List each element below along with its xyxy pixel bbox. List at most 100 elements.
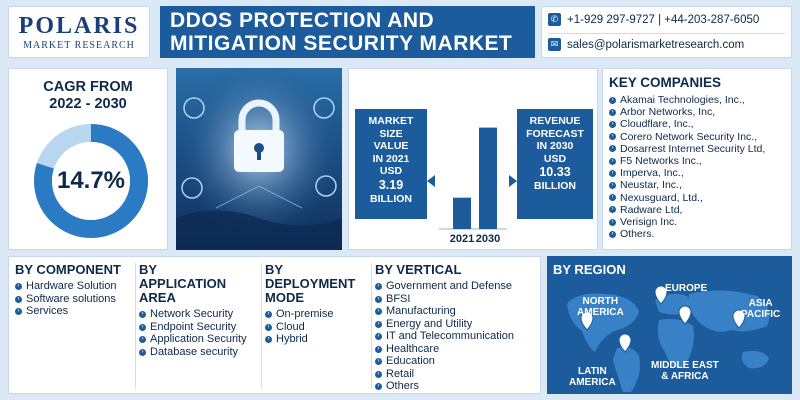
segment-item-text: Retail: [386, 367, 415, 380]
segment-item: › BFSI: [375, 293, 539, 306]
forecast-value: 10.33: [539, 165, 571, 179]
region-title: BY REGION: [553, 262, 626, 277]
europe-pin-icon: [654, 285, 668, 305]
company-item-text: Dosarrest Internet Security Ltd,: [620, 142, 766, 155]
region-north-america-line2: AMERICA: [577, 307, 624, 318]
company-item: › Dosarrest Internet Security Ltd,: [609, 143, 791, 155]
company-item: › Cloudflare, Inc.,: [609, 118, 791, 130]
page-title: DDOS PROTECTION AND MITIGATION SECURITY …: [160, 6, 535, 58]
donut-progress: [34, 124, 148, 238]
segment-item: › Software solutions: [15, 293, 135, 306]
bullet-arrow-icon: ›: [375, 333, 382, 340]
segment-item: › Database security: [139, 346, 259, 359]
bullet-arrow-icon: ›: [375, 370, 382, 378]
segment-item-text: IT and Telecommunication: [386, 330, 514, 342]
bullet-arrow-icon: ›: [609, 218, 616, 226]
segment-deployment-title: BY DEPLOYMENT MODE: [265, 263, 369, 305]
forecast-label-2: FORECAST: [526, 127, 584, 140]
middle-east-pin-icon: [678, 305, 692, 325]
segment-divider: [261, 263, 262, 389]
email-text[interactable]: sales@polarismarketresearch.com: [567, 38, 745, 51]
segment-application-title-3: AREA: [139, 290, 176, 305]
company-list: › Akamai Technologies, Inc., › Arbor Networ…: [609, 94, 791, 240]
north-america-pin-icon: [580, 311, 594, 331]
globe-icon: [313, 97, 335, 119]
bullet-arrow-icon: ›: [265, 323, 272, 331]
segment-deployment-list: › On-premise › Cloud › Hybrid: [265, 308, 369, 346]
bullet-arrow-icon: ›: [15, 283, 22, 290]
bullet-arrow-icon: ›: [139, 323, 146, 331]
region-asia-line1: ASIA: [748, 298, 773, 309]
market-size-label-1: MARKET: [368, 115, 414, 127]
segment-item-text: Cloud: [276, 320, 305, 333]
segment-item-text: Education: [386, 355, 435, 367]
segment-item-text: Hybrid: [276, 333, 308, 345]
segment-item: › Services: [15, 305, 135, 318]
segment-item: › Manufacturing: [375, 305, 539, 318]
segment-item: › Energy and Utility: [375, 318, 539, 331]
company-item-text: F5 Networks Inc.,: [620, 155, 702, 168]
region-panel: BY REGION NORTH AMERICA EUROPE ASIA PACI…: [547, 256, 792, 394]
key-companies-title: KEY COMPANIES: [609, 75, 722, 90]
company-item: › F5 Networks Inc.,: [609, 155, 791, 167]
region-mea-line2: & AFRICA: [661, 371, 709, 382]
forecast-label-1: REVENUE: [529, 115, 581, 127]
bullet-arrow-icon: ›: [609, 121, 616, 128]
segment-item: › Education: [375, 355, 539, 368]
bullet-arrow-icon: ›: [609, 194, 616, 202]
revenue-forecast-panel: REVENUE FORECAST IN 2030 USD 10.33 BILLI…: [517, 109, 593, 219]
segment-item: › Cloud: [265, 321, 369, 334]
company-item-text: Radware Ltd,: [620, 203, 683, 216]
logo-subtitle: MARKET RESEARCH: [23, 39, 135, 51]
segment-item: › On-premise: [265, 308, 369, 321]
bullet-arrow-icon: ›: [375, 383, 382, 390]
company-item-text: Corero Network Security Inc.,: [620, 130, 758, 143]
segment-vertical-list: › Government and Defense › BFSI › Manufacturi…: [375, 280, 539, 393]
cagr-title-line2: 2022 - 2030: [49, 96, 127, 112]
company-item-text: Nexusguard, Ltd.,: [620, 191, 703, 204]
bullet-arrow-icon: ›: [265, 336, 272, 343]
segment-item-text: Software solutions: [26, 292, 116, 305]
segment-item: › Retail: [375, 368, 539, 381]
donut-center: [52, 142, 130, 220]
company-item: › Verisign Inc.: [609, 216, 791, 228]
segment-item-text: On-premise: [276, 308, 334, 320]
forecast-label-4: USD: [543, 152, 567, 165]
region-north-america: NORTH AMERICA: [577, 296, 624, 318]
segment-application-title-2: APPLICATION: [139, 276, 227, 291]
bullet-arrow-icon: ›: [375, 320, 382, 328]
bullet-arrow-icon: ›: [139, 348, 146, 356]
segmentation-panel: BY COMPONENT › Hardware Solution › Software…: [8, 256, 541, 394]
segment-component: BY COMPONENT › Hardware Solution › Software…: [15, 263, 135, 318]
segment-item-text: Others: [386, 380, 420, 392]
segment-deployment: BY DEPLOYMENT MODE › On-premise › Cloud › Hyb…: [265, 263, 369, 346]
bar-label-2021: 2021: [450, 233, 474, 245]
segment-deployment-title-3: MODE: [265, 290, 304, 305]
bullet-arrow-icon: ›: [609, 96, 616, 104]
bullet-arrow-icon: ›: [609, 182, 616, 190]
bullet-arrow-icon: ›: [609, 108, 616, 116]
segment-item: › Healthcare: [375, 343, 539, 356]
bar-2021: [453, 197, 471, 229]
africa-shape: [657, 318, 694, 369]
region-europe: EUROPE: [665, 283, 708, 294]
segment-deployment-title-1: BY: [265, 262, 284, 277]
bullet-arrow-icon: ›: [609, 230, 616, 238]
company-item: › Nexusguard, Ltd.,: [609, 192, 791, 204]
forecast-unit: BILLION: [534, 180, 576, 192]
right-pointer: [509, 175, 517, 187]
bullet-arrow-icon: ›: [609, 169, 616, 177]
segment-item-text: Application Security: [150, 333, 247, 345]
market-size-label-2: SIZE: [379, 127, 403, 140]
contact-panel: ✆ +1-929 297-9727 | +44-203-287-6050 ✉ s…: [541, 6, 792, 58]
bullet-arrow-icon: ›: [609, 157, 616, 165]
logo: POLARIS MARKET RESEARCH: [8, 6, 150, 58]
market-size-label-5: USD: [379, 165, 403, 177]
segment-application-title: BY APPLICATION AREA: [139, 263, 259, 305]
cagr-title-line1: CAGR FROM: [43, 79, 133, 95]
phone-text[interactable]: +1-929 297-9727 | +44-203-287-6050: [567, 13, 760, 26]
bullet-arrow-icon: ›: [609, 206, 616, 214]
asia-pin-icon: [732, 309, 746, 329]
segment-divider: [135, 263, 136, 389]
market-size-unit: BILLION: [370, 192, 412, 205]
